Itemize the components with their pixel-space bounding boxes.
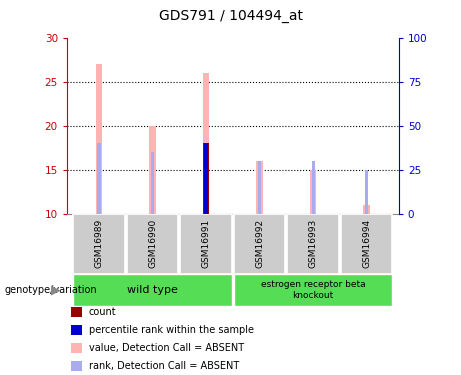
Bar <box>96 64 102 214</box>
Bar <box>365 170 368 214</box>
Text: ▶: ▶ <box>51 283 60 296</box>
Bar <box>310 170 316 214</box>
Bar <box>363 205 370 214</box>
Text: genotype/variation: genotype/variation <box>5 285 97 295</box>
Bar <box>127 214 178 274</box>
Bar <box>256 161 263 214</box>
Bar <box>97 143 100 214</box>
Text: GSM16991: GSM16991 <box>201 219 211 268</box>
Bar <box>151 152 154 214</box>
Bar <box>258 161 261 214</box>
Bar <box>203 143 209 214</box>
Bar <box>73 274 232 306</box>
Bar <box>234 274 392 306</box>
Bar <box>180 214 232 274</box>
Text: GSM16992: GSM16992 <box>255 219 264 268</box>
Text: count: count <box>89 307 116 317</box>
Text: GSM16990: GSM16990 <box>148 219 157 268</box>
Text: GSM16989: GSM16989 <box>95 219 103 268</box>
Bar <box>73 214 124 274</box>
Bar <box>204 143 207 214</box>
Text: estrogen receptor beta
knockout: estrogen receptor beta knockout <box>261 280 366 300</box>
Bar <box>203 73 209 214</box>
Bar <box>149 126 156 214</box>
Text: value, Detection Call = ABSENT: value, Detection Call = ABSENT <box>89 343 243 353</box>
Text: rank, Detection Call = ABSENT: rank, Detection Call = ABSENT <box>89 361 239 371</box>
Text: GSM16994: GSM16994 <box>362 219 371 268</box>
Bar <box>341 214 392 274</box>
Bar <box>234 214 285 274</box>
Bar <box>204 143 207 214</box>
Text: GSM16993: GSM16993 <box>308 219 318 268</box>
Bar <box>312 161 315 214</box>
Bar <box>287 214 339 274</box>
Text: percentile rank within the sample: percentile rank within the sample <box>89 325 254 335</box>
Text: GDS791 / 104494_at: GDS791 / 104494_at <box>159 9 302 23</box>
Text: wild type: wild type <box>127 285 178 295</box>
